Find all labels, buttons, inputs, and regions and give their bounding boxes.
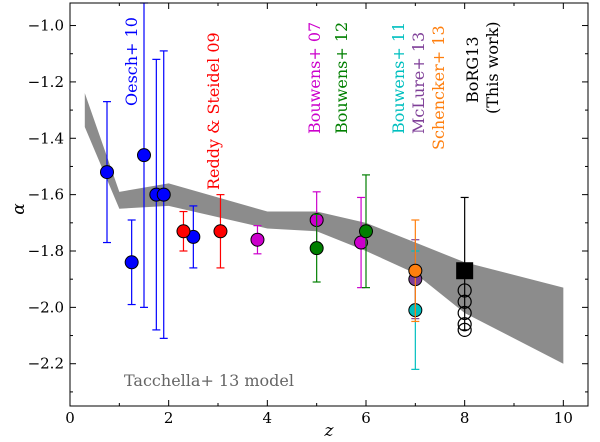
data-point [100, 165, 114, 180]
label-reddy-steidel-09: Reddy & Steidel 09 [204, 32, 223, 190]
label-schencker-13: Schencker+ 13 [429, 25, 448, 150]
y-axis-label: α [9, 203, 29, 215]
data-point [213, 224, 228, 239]
y-tick-label: −1.6 [28, 186, 64, 204]
y-tick-label: −1.4 [28, 129, 64, 147]
data-point [137, 148, 151, 163]
y-tick-label: −1.8 [28, 242, 64, 260]
label-bouwens-12: Bouwens+ 12 [332, 22, 351, 134]
plot-frame [69, 2, 589, 407]
data-point [309, 241, 324, 256]
label-mclure-13: McLure+ 13 [409, 32, 428, 134]
data-point-square [456, 262, 474, 280]
x-tick-label: 0 [65, 409, 75, 427]
data-point [408, 263, 423, 278]
model-band-layer [84, 93, 564, 364]
x-tick-label: 2 [164, 409, 174, 427]
data-point [124, 255, 139, 270]
y-tick-label: −1.0 [28, 17, 64, 35]
x-axis-label: z [324, 421, 335, 441]
data-point [250, 232, 265, 247]
y-tick-label: −2.2 [28, 355, 64, 373]
model-label: Tacchella+ 13 model [124, 371, 294, 390]
y-tick-label: −1.2 [28, 73, 64, 91]
data-point [156, 187, 171, 202]
label-bouwens-11: Bouwens+ 11 [389, 22, 408, 134]
x-tick-label: 10 [554, 409, 573, 427]
label-bouwens-07: Bouwens+ 07 [305, 22, 324, 134]
label-this-work: (This work) [483, 21, 502, 114]
y-tick-label: −2.0 [28, 298, 64, 316]
model-band [84, 93, 564, 364]
data-point [359, 224, 373, 239]
x-tick-label: 4 [263, 409, 273, 427]
data-points-layer [100, 2, 474, 370]
label-oesch-10: Oesch+ 10 [122, 17, 141, 106]
x-tick-label: 8 [460, 409, 470, 427]
ticks-layer: 0 2 4 6 8 10 −1.0 −1.2 −1.4 −1.6 −1.8 −2.0 −2.2 [28, 3, 588, 427]
x-tick-label: 6 [361, 409, 371, 427]
data-point [176, 224, 191, 239]
label-borg13: BoRG13 [463, 36, 482, 103]
